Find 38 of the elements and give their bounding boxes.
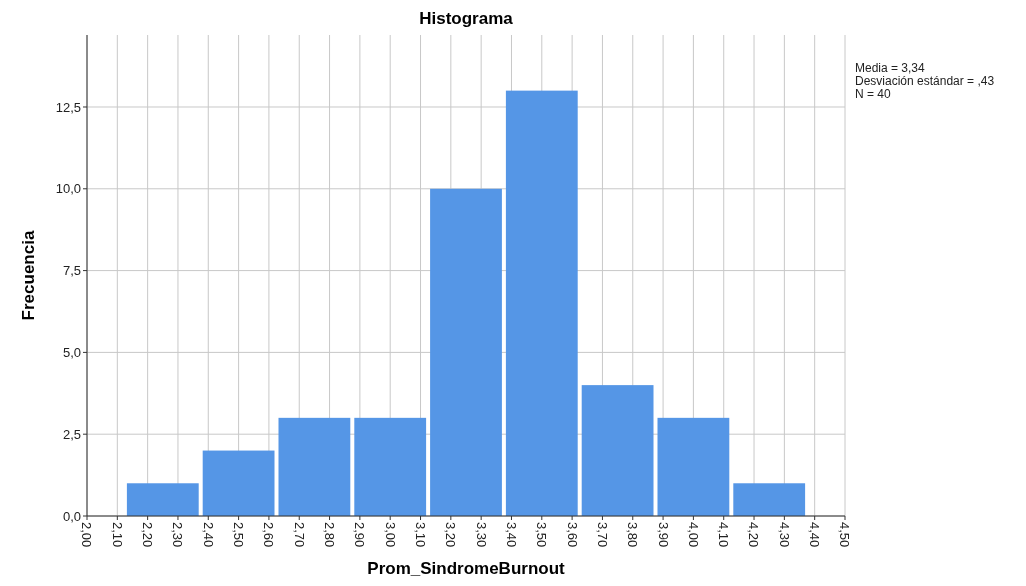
y-tick-label: 12,5 [55, 99, 81, 115]
x-axis-title: Prom_SindromeBurnout [367, 559, 566, 578]
x-tick-label: 4,50 [837, 522, 853, 548]
x-tick-label: 2,80 [322, 522, 338, 548]
x-tick-label: 3,40 [503, 522, 519, 548]
x-tick-label: 4,00 [685, 522, 701, 548]
chart-title: Histograma [419, 9, 514, 28]
x-tick-label: 2,40 [200, 522, 216, 548]
y-tick-label: 10,0 [55, 181, 81, 197]
x-tick-label: 2,90 [352, 522, 368, 548]
x-tick-label: 3,00 [382, 522, 398, 548]
x-tick-label: 4,30 [776, 522, 792, 548]
y-tick-label: 5,0 [62, 344, 81, 360]
x-tick-label: 2,00 [79, 522, 95, 548]
x-tick-label: 2,50 [231, 522, 247, 548]
x-tick-label: 3,50 [534, 522, 550, 548]
x-tick-label: 3,10 [412, 522, 428, 548]
x-tick-label: 3,30 [473, 522, 489, 548]
y-tick-label: 2,5 [62, 426, 81, 442]
x-tick-label: 2,10 [109, 522, 125, 548]
x-tick-label: 4,10 [716, 522, 732, 548]
x-tick-label: 4,40 [807, 522, 823, 548]
x-tick-label: 3,90 [655, 522, 671, 548]
text: N = 40 [855, 87, 892, 101]
x-tick-label: 3,70 [594, 522, 610, 548]
x-tick-label: 3,80 [625, 522, 641, 548]
x-tick-label: 2,20 [140, 522, 156, 548]
x-tick-label: 2,60 [261, 522, 277, 548]
text: Media = 3,34 [855, 61, 926, 75]
y-axis-title: Frecuencia [19, 230, 38, 321]
x-tick-label: 2,70 [291, 522, 307, 548]
x-tick-label: 2,30 [170, 522, 186, 548]
x-tick-label: 3,20 [443, 522, 459, 548]
y-tick-label: 7,5 [62, 263, 81, 279]
x-tick-label: 3,60 [564, 522, 580, 548]
y-tick-label: 0,0 [62, 508, 81, 524]
x-tick-label: 4,20 [746, 522, 762, 548]
text: Desviación estándar = ,43 [855, 74, 995, 88]
